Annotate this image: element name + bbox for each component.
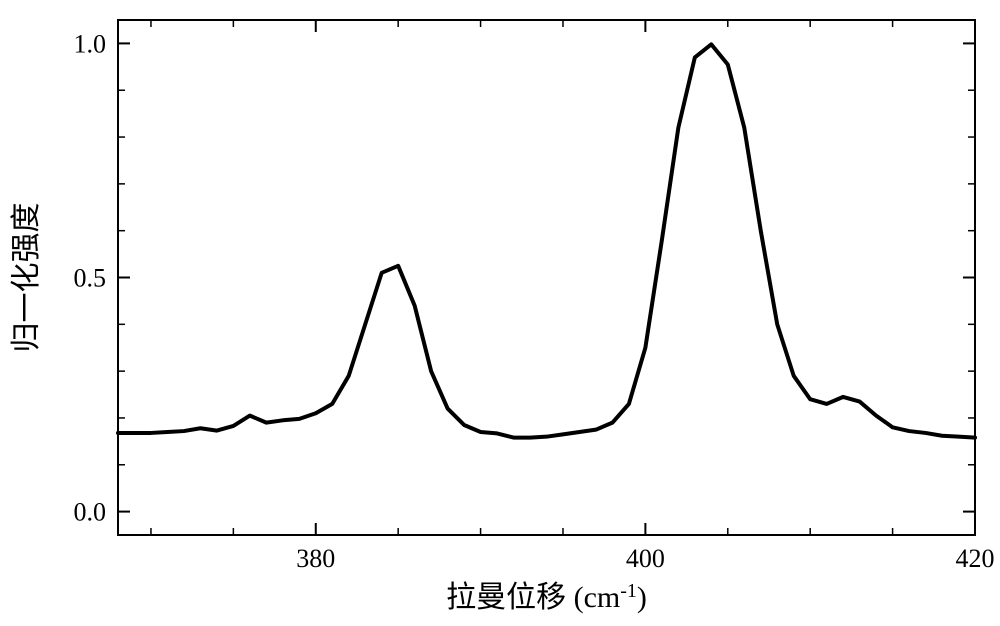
x-tick-label: 380 [296, 544, 335, 573]
x-tick-label: 400 [626, 544, 665, 573]
series-raman-intensity [118, 44, 975, 437]
y-axis-label: 归一化强度 [10, 203, 43, 353]
raman-spectrum-chart: { "chart": { "type": "line", "width": 10… [0, 0, 1000, 626]
x-tick-label: 420 [956, 544, 995, 573]
y-tick-label: 1.0 [74, 29, 107, 58]
y-tick-label: 0.0 [74, 498, 107, 527]
x-axis-label: 拉曼位移 (cm-1) [446, 580, 647, 614]
chart-svg: 380 400 420 0.0 0.5 1.0 拉曼位移 (cm-1) 归一化强度 [0, 0, 1000, 626]
y-tick-label: 0.5 [74, 264, 107, 293]
